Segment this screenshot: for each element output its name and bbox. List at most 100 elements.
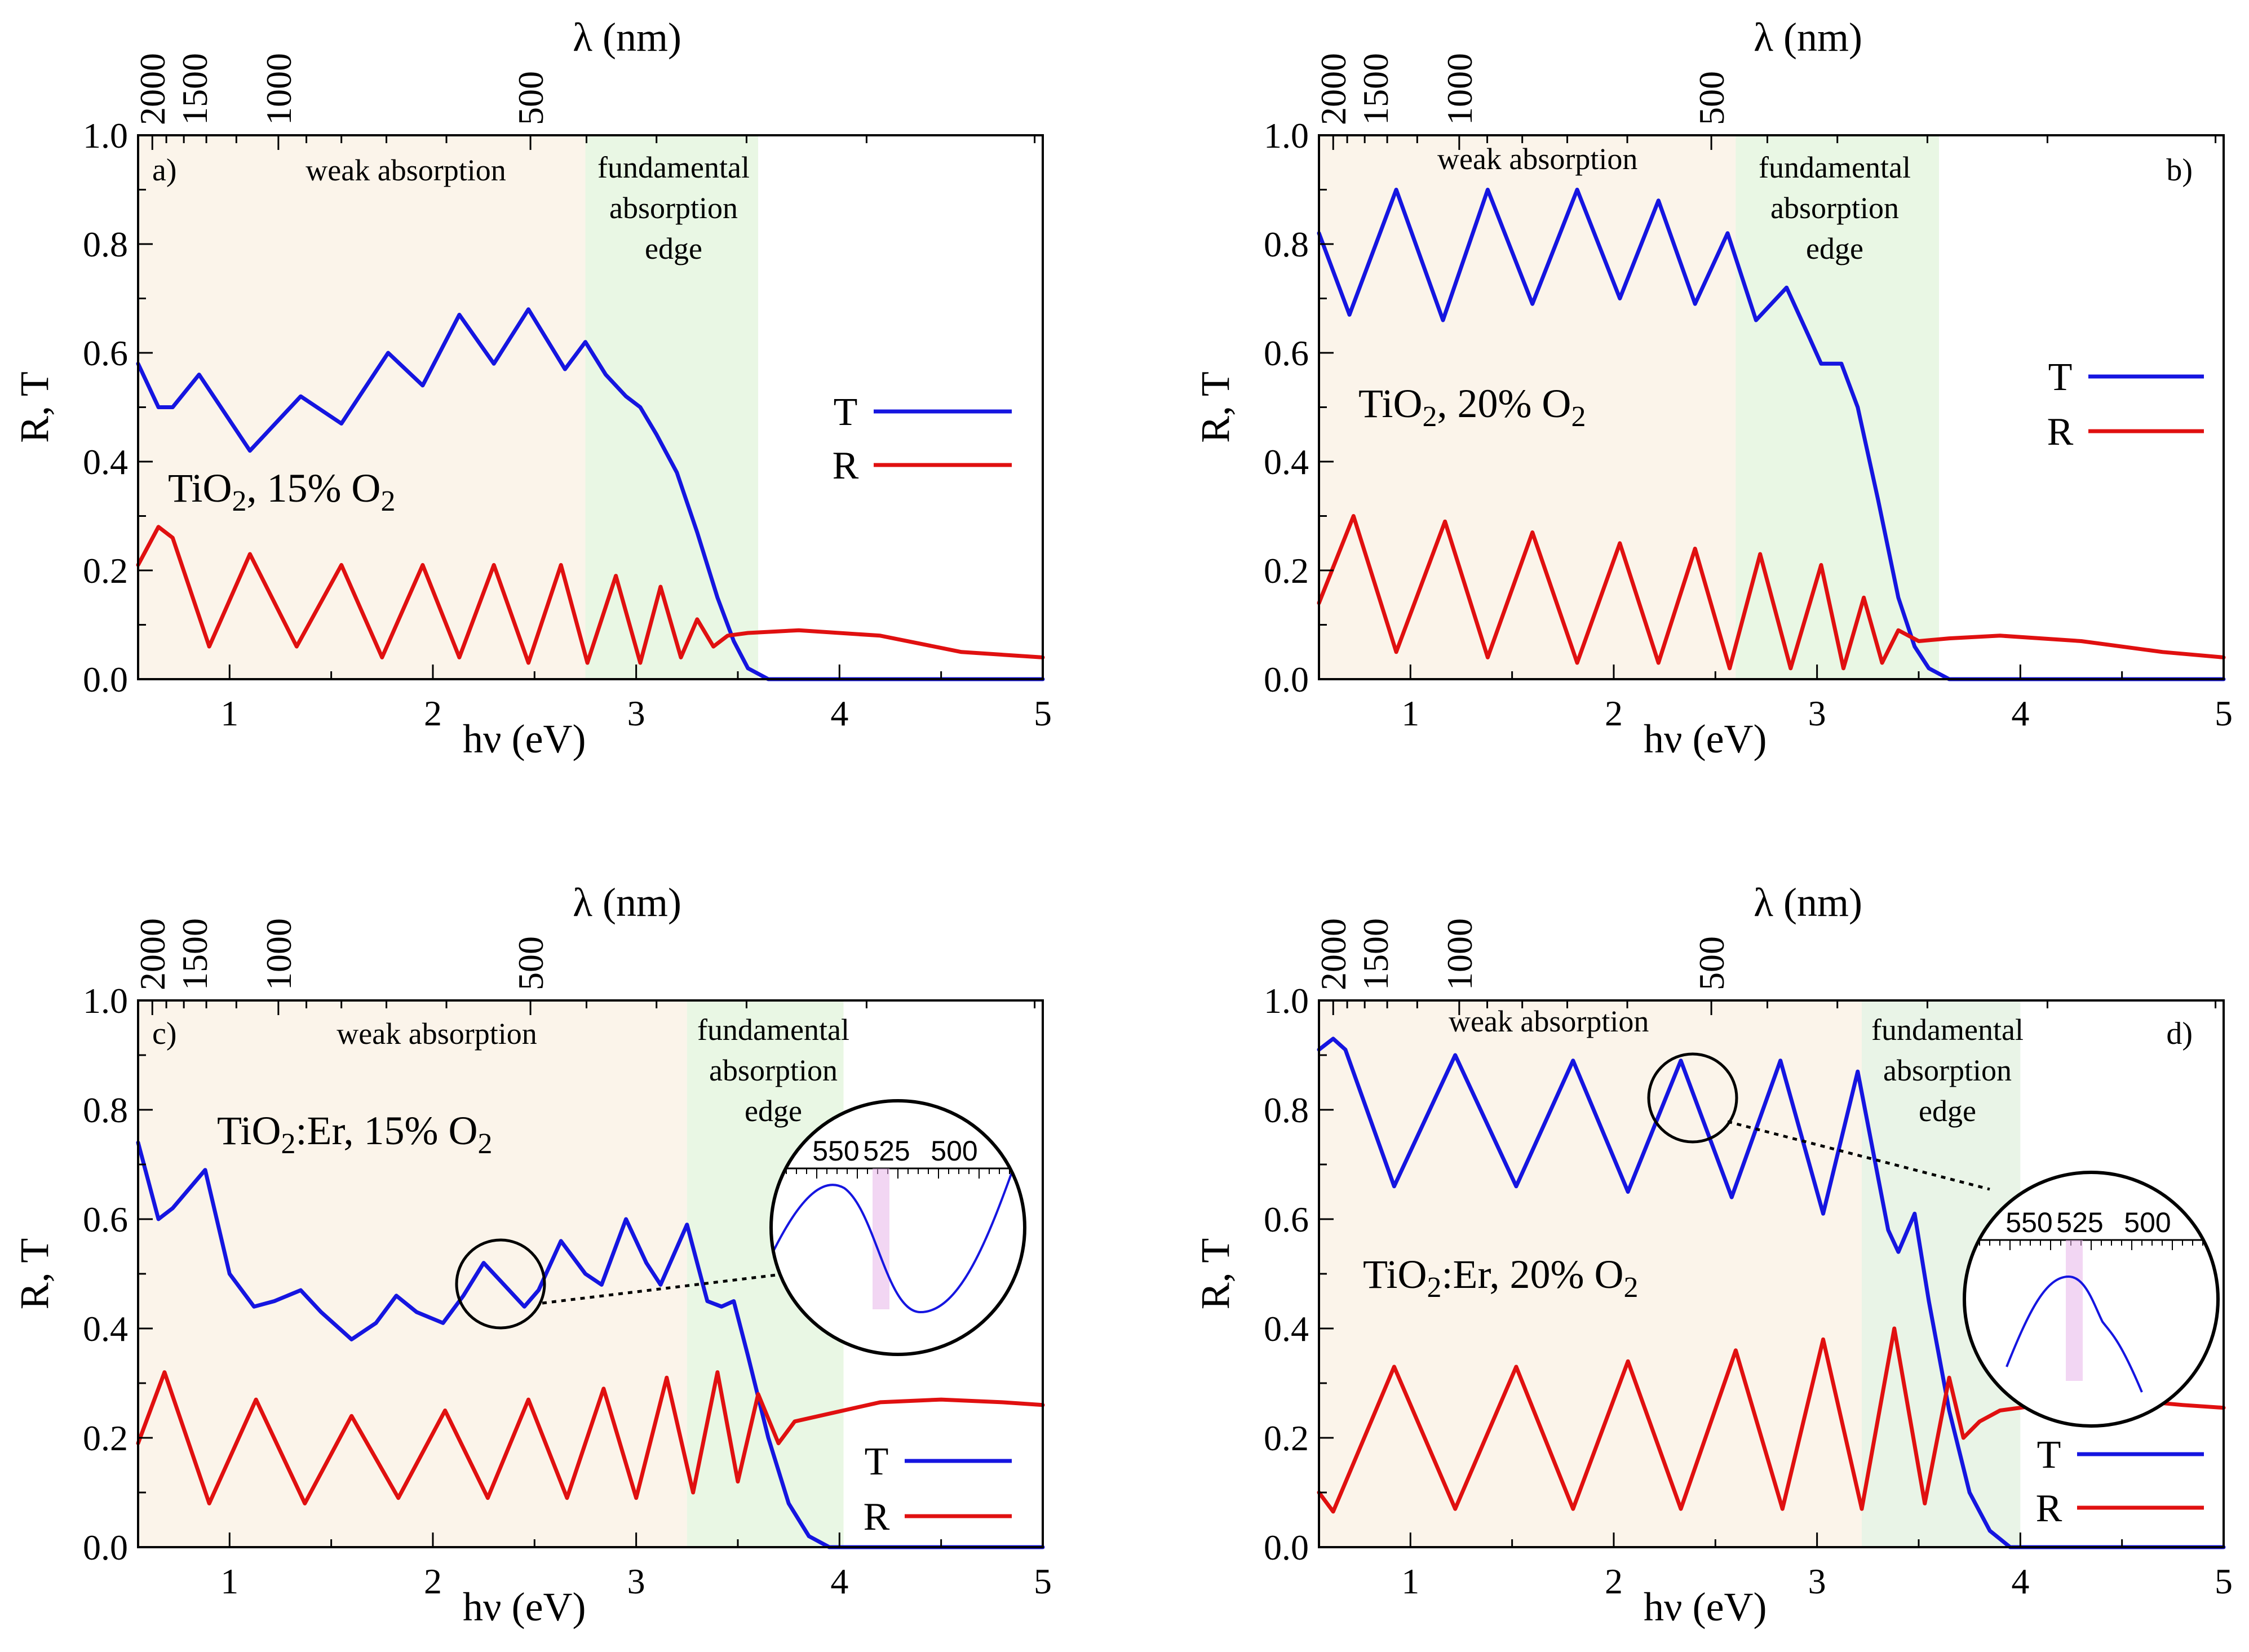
inset-content — [771, 1159, 1025, 1314]
x-tick-label: 2 — [1605, 693, 1623, 733]
top-tick-label: 2000 — [132, 53, 172, 125]
inset-curve — [773, 1159, 1017, 1314]
region-band — [138, 135, 586, 679]
legend-label-T: T — [865, 1440, 889, 1483]
y-tick-label: 0.6 — [83, 1199, 128, 1239]
panel-letter: d) — [2166, 1016, 2193, 1051]
inset-background — [771, 1101, 1025, 1354]
top-tick-label: 2000 — [1313, 53, 1353, 125]
y-axis-title: R, T — [1193, 371, 1238, 443]
panel-letter: b) — [2166, 153, 2193, 188]
region-label-edge: absorption — [609, 191, 738, 225]
y-tick-label: 0.4 — [1264, 1309, 1309, 1349]
region-label-edge: edge — [1919, 1094, 1976, 1128]
x-tick-label: 2 — [424, 1561, 442, 1601]
top-tick-label: 1000 — [1440, 918, 1480, 990]
top-tick-label: 1500 — [1356, 918, 1396, 990]
region-label-edge: fundamental — [1871, 1013, 2024, 1047]
x-tick-label: 3 — [627, 693, 645, 733]
series-line-T — [136, 307, 1045, 681]
sample-label: TiO2:Er, 20% O2 — [1363, 1252, 1639, 1304]
legend-label-R: R — [833, 444, 859, 488]
y-tick-label: 0.2 — [1264, 1418, 1309, 1458]
x-tick-label: 5 — [1034, 1561, 1052, 1601]
zoom-connector — [1727, 1120, 1990, 1191]
inset-highlight-band — [873, 1168, 889, 1309]
sample-label: TiO2:Er, 15% O2 — [217, 1108, 493, 1160]
region-label-weak: weak absorption — [1437, 142, 1637, 176]
x-tick-label: 1 — [220, 1561, 238, 1601]
x-axis-title: hν (eV) — [1644, 1584, 1767, 1629]
inset-highlight-band — [2066, 1240, 2083, 1381]
inset-tick-label: 500 — [2124, 1207, 2171, 1238]
legend-label-T: T — [2048, 356, 2073, 399]
series-line-T — [136, 1140, 1045, 1549]
y-tick-label: 0.0 — [83, 659, 128, 699]
top-axis-title: λ (nm) — [1754, 15, 1862, 60]
y-tick-label: 0.4 — [1264, 442, 1309, 482]
region-label-edge: fundamental — [597, 150, 750, 184]
region-label-edge: edge — [645, 232, 702, 265]
inset-content — [1964, 1239, 2218, 1393]
legend-label-R: R — [2047, 410, 2074, 454]
panel-letter: c) — [152, 1016, 177, 1051]
y-tick-label: 0.6 — [1264, 1199, 1309, 1239]
inset-tick-label: 550 — [2005, 1207, 2052, 1238]
x-tick-label: 5 — [1034, 693, 1052, 733]
y-tick-label: 1.0 — [83, 981, 128, 1021]
top-tick-label: 1500 — [175, 918, 215, 990]
y-tick-label: 1.0 — [1264, 116, 1309, 156]
y-axis-title: R, T — [12, 1238, 57, 1310]
region-label-edge: absorption — [709, 1053, 838, 1087]
series-line-T — [1317, 1037, 2226, 1549]
legend-label-T: T — [834, 391, 858, 434]
region-label-weak: weak absorption — [306, 153, 506, 187]
top-tick-label: 1000 — [259, 53, 299, 125]
top-tick-label: 500 — [1692, 936, 1732, 990]
zoom-connector — [542, 1273, 777, 1305]
inset-border — [1963, 1171, 2220, 1428]
y-tick-label: 0.0 — [1264, 1527, 1309, 1567]
region-label-edge: edge — [745, 1094, 802, 1128]
region-label-edge: fundamental — [697, 1013, 849, 1047]
y-tick-label: 0.4 — [83, 442, 128, 482]
x-tick-label: 5 — [2215, 1561, 2233, 1601]
region-label-edge: fundamental — [1759, 150, 1911, 184]
top-axis-title: λ (nm) — [1754, 880, 1862, 925]
top-tick-label: 500 — [511, 71, 551, 125]
inset-tick-label: 500 — [931, 1135, 977, 1167]
y-tick-label: 0.2 — [83, 551, 128, 591]
inset-tick-label: 550 — [812, 1135, 859, 1167]
x-tick-label: 3 — [1808, 693, 1826, 733]
region-label-weak: weak absorption — [1449, 1004, 1649, 1038]
x-axis-title: hν (eV) — [463, 1584, 586, 1629]
inset-tick-label: 525 — [863, 1135, 910, 1167]
y-tick-label: 0.6 — [83, 333, 128, 373]
top-axis-title: λ (nm) — [573, 15, 681, 60]
inset-border — [769, 1099, 1026, 1356]
top-tick-label: 1500 — [175, 53, 215, 125]
y-tick-label: 0.8 — [83, 224, 128, 264]
x-tick-label: 5 — [2215, 693, 2233, 733]
region-label-edge: edge — [1806, 232, 1863, 265]
y-tick-label: 0.4 — [83, 1309, 128, 1349]
x-tick-label: 3 — [627, 1561, 645, 1601]
y-tick-label: 0.0 — [83, 1527, 128, 1567]
top-tick-label: 1500 — [1356, 53, 1396, 125]
series-line-R — [136, 1370, 1045, 1505]
legend-label-T: T — [2037, 1433, 2061, 1477]
region-label-edge: absorption — [1770, 191, 1899, 225]
legend-label-R: R — [864, 1495, 890, 1539]
x-tick-label: 1 — [220, 693, 238, 733]
y-tick-label: 0.8 — [83, 1090, 128, 1130]
y-tick-label: 0.8 — [1264, 1090, 1309, 1130]
x-tick-label: 4 — [2011, 693, 2029, 733]
y-tick-label: 0.8 — [1264, 224, 1309, 264]
series-line-R — [136, 525, 1045, 665]
top-tick-label: 1000 — [1440, 53, 1480, 125]
x-tick-label: 2 — [424, 693, 442, 733]
